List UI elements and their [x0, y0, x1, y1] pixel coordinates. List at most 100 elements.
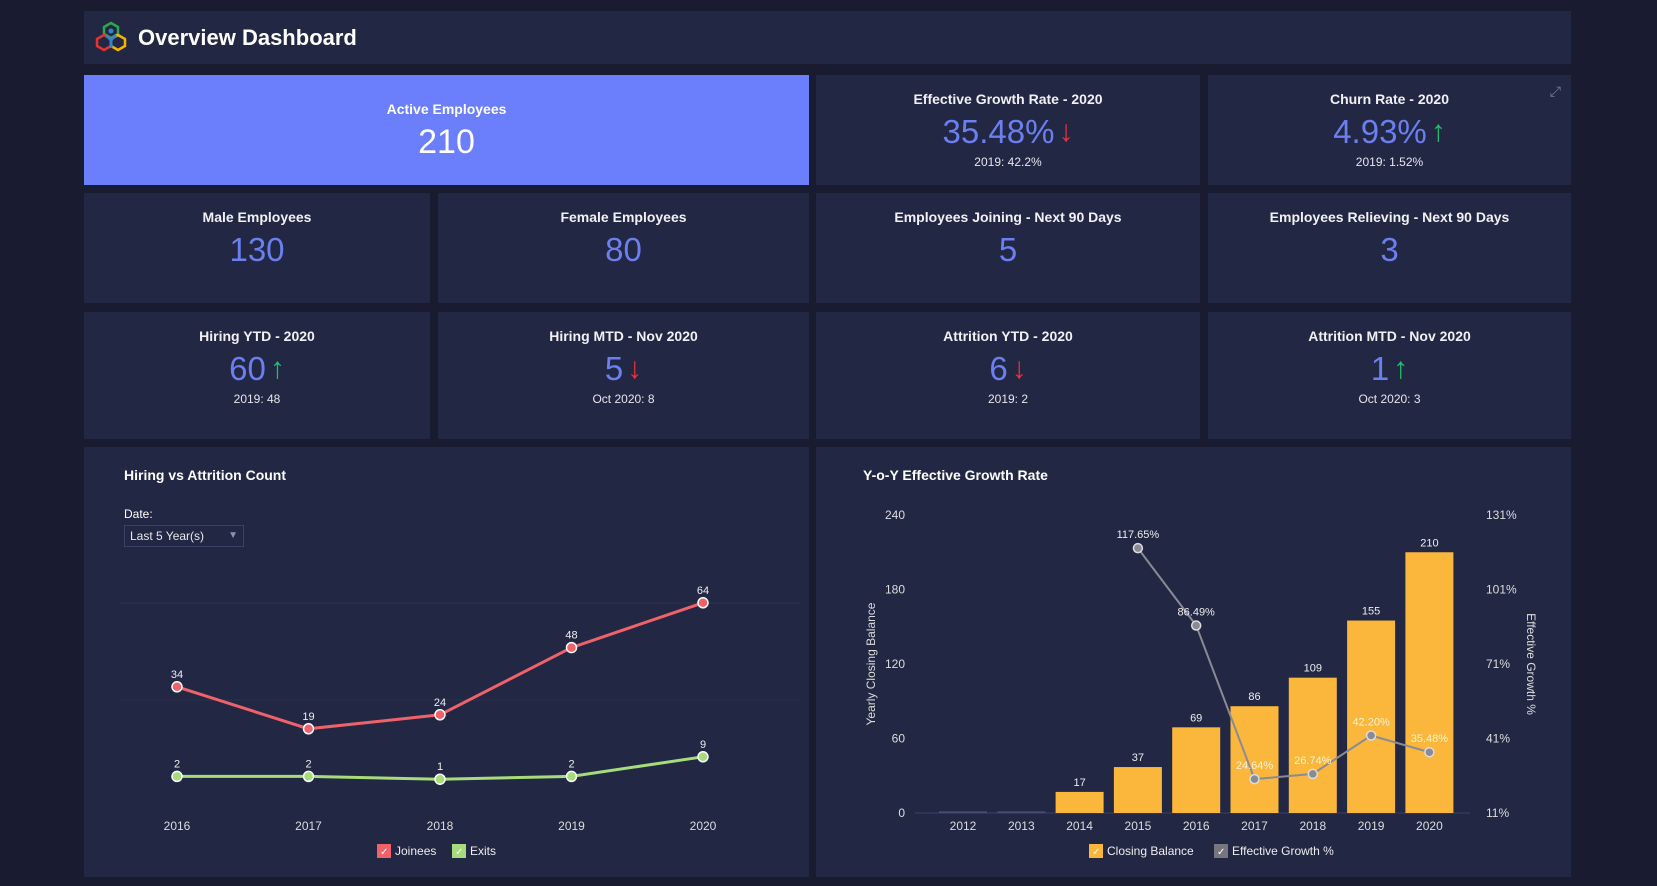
card-title: Male Employees [202, 209, 312, 225]
arrow-up-icon: ↑ [1430, 115, 1446, 148]
x-tick-label: 2019 [558, 819, 585, 833]
bar [1347, 620, 1396, 813]
y-tick-label: 240 [885, 508, 905, 522]
arrow-down-icon: ↓ [1058, 115, 1074, 148]
bar [1405, 552, 1454, 813]
data-point [1190, 620, 1202, 631]
bar [1113, 767, 1162, 813]
dashboard-header: Overview Dashboard [84, 11, 1571, 64]
y-tick-label: 60 [892, 732, 906, 746]
legend-label: Joinees [395, 844, 436, 858]
data-point [1132, 542, 1144, 554]
card-value: 35.48% [942, 113, 1055, 150]
arrow-down-icon: ↓ [627, 352, 643, 385]
card-subtext: Oct 2020: 8 [592, 392, 655, 406]
dropdown-value: Last 5 Year(s) [130, 529, 205, 543]
y2-tick-label: 101% [1486, 583, 1517, 597]
card-title: Hiring YTD - 2020 [199, 328, 315, 344]
card-title: Hiring MTD - Nov 2020 [549, 328, 698, 344]
data-label: 42.20% [1352, 717, 1390, 729]
bar-label: 86 [1248, 691, 1260, 703]
card-hiring-ytd[interactable]: Hiring YTD - 2020 60 ↑ 2019: 48 [84, 312, 430, 439]
card-value: 60 [229, 350, 266, 387]
legend-label: Effective Growth % [1232, 844, 1334, 858]
data-point [697, 751, 709, 763]
data-point [1307, 768, 1319, 780]
card-hiring-mtd[interactable]: Hiring MTD - Nov 2020 5 ↓ Oct 2020: 8 [438, 312, 809, 439]
card-title: Active Employees [386, 101, 507, 117]
bar [1288, 677, 1337, 813]
card-title: Attrition YTD - 2020 [943, 328, 1073, 344]
bar-label: 69 [1190, 712, 1202, 724]
check-icon: ✓ [380, 847, 388, 858]
bar-label: 155 [1362, 606, 1380, 618]
hiring-attrition-panel: Hiring vs Attrition Count Date: Last 5 Y… [84, 447, 809, 877]
legend-label: Exits [470, 844, 496, 858]
data-label: 19 [302, 711, 314, 723]
y2-tick-label: 11% [1486, 806, 1509, 820]
data-point [1249, 773, 1260, 785]
card-subtext: 2019: 2 [987, 392, 1029, 406]
x-tick-label: 2015 [1125, 819, 1152, 833]
check-icon: ✓ [455, 847, 463, 858]
card-male-employees[interactable]: Male Employees 130 [84, 193, 430, 303]
x-tick-label: 2012 [950, 819, 977, 833]
data-point [171, 681, 183, 693]
page-title: Overview Dashboard [138, 24, 357, 50]
legend-swatch [1089, 844, 1103, 858]
card-churn-rate[interactable]: ⤢ Churn Rate - 2020 4.93% ↑ 2019: 1.52% [1208, 75, 1571, 185]
card-effective-growth[interactable]: Effective Growth Rate - 2020 35.48% ↓ 201… [816, 75, 1200, 185]
y2-tick-label: 41% [1486, 732, 1510, 746]
data-point [171, 770, 183, 783]
card-value: 5 [998, 231, 1018, 268]
x-tick-label: 2014 [1066, 819, 1093, 833]
card-employees-joining[interactable]: Employees Joining - Next 90 Days 5 [816, 193, 1200, 303]
card-employees-relieving[interactable]: Employees Relieving - Next 90 Days 3 [1208, 193, 1571, 303]
card-subtext: 2019: 48 [233, 392, 281, 406]
x-tick-label: 2016 [1183, 819, 1210, 833]
data-point [565, 770, 578, 783]
y2-axis-title: Effective Growth % [1524, 613, 1538, 715]
data-label: 1 [437, 761, 443, 773]
y-tick-label: 180 [885, 583, 905, 597]
card-value: 6 [989, 350, 1008, 387]
data-point [434, 709, 446, 721]
bar [1172, 727, 1221, 813]
card-value: 4.93% [1333, 113, 1427, 150]
data-point [302, 723, 315, 735]
data-label: 64 [697, 585, 709, 597]
card-active-employees[interactable]: Active Employees 210 [84, 75, 809, 185]
legend-swatch [1214, 844, 1228, 858]
x-tick-label: 2020 [690, 819, 717, 833]
x-tick-label: 2017 [1241, 819, 1268, 833]
data-point [565, 641, 578, 654]
card-title: Effective Growth Rate - 2020 [913, 91, 1103, 107]
arrow-down-icon: ↓ [1011, 352, 1027, 385]
expand-icon[interactable]: ⤢ [1549, 83, 1561, 99]
card-attrition-ytd[interactable]: Attrition YTD - 2020 6 ↓ 2019: 2 [816, 312, 1200, 439]
data-label: 48 [565, 630, 577, 642]
data-point [302, 770, 315, 783]
bar-label: 109 [1304, 663, 1322, 675]
date-filter-dropdown[interactable]: Last 5 Year(s) ▼ [124, 525, 244, 547]
card-female-employees[interactable]: Female Employees 80 [438, 193, 809, 303]
data-label: 86.49% [1178, 607, 1216, 619]
card-title: Employees Joining - Next 90 Days [894, 209, 1122, 225]
y-tick-label: 0 [898, 806, 905, 820]
data-label: 117.65% [1117, 529, 1160, 541]
chevron-down-icon: ▼ [228, 530, 238, 541]
card-title: Female Employees [560, 209, 687, 225]
y-axis-title: Yearly Closing Balance [864, 602, 878, 725]
x-tick-label: 2016 [164, 819, 191, 833]
y2-tick-label: 131% [1486, 508, 1517, 522]
data-point [697, 597, 709, 609]
x-tick-label: 2018 [427, 819, 454, 833]
card-attrition-mtd[interactable]: Attrition MTD - Nov 2020 1 ↑ Oct 2020: 3 [1208, 312, 1571, 439]
card-value: 3 [1380, 231, 1399, 268]
card-value: 80 [605, 231, 642, 268]
check-icon: ✓ [1217, 847, 1225, 858]
card-value: 5 [604, 350, 624, 387]
card-value: 210 [418, 123, 475, 161]
data-label: 26.74% [1294, 755, 1332, 767]
